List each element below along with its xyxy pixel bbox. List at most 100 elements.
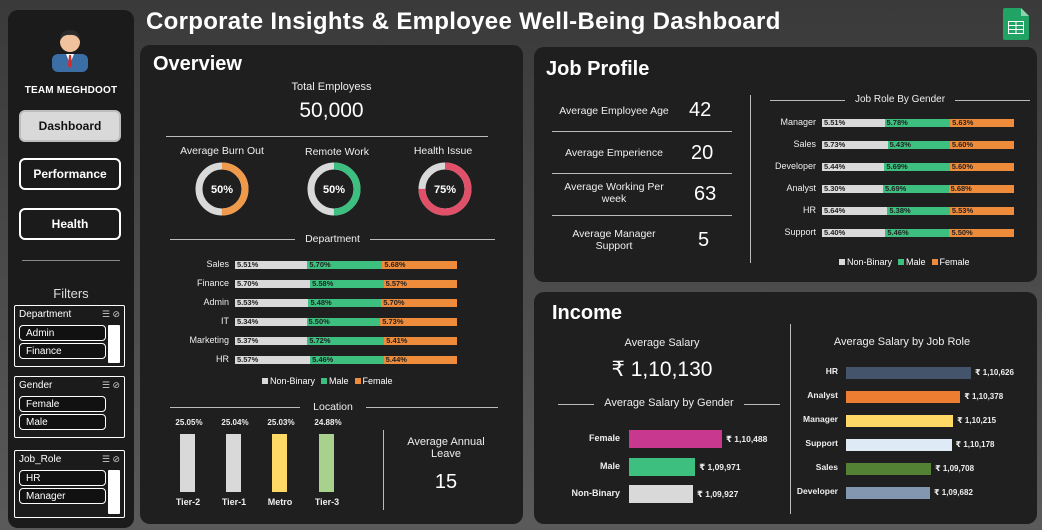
location-category-label: Tier-1 xyxy=(221,497,247,507)
role-salary-value: ₹ 1,10,178 xyxy=(955,440,995,449)
total-employees-label: Total Employess xyxy=(291,81,372,93)
chart-category-label: HR xyxy=(803,205,816,215)
slicer-item-admin[interactable]: Admin xyxy=(19,325,106,341)
legend-male: Male xyxy=(898,257,926,267)
kpi-experience-value: 20 xyxy=(691,142,714,164)
role-salary-bar xyxy=(846,439,952,451)
role-label: Analyst xyxy=(807,390,838,400)
kpi-age-label: Average Employee Age xyxy=(559,105,669,117)
slicer-item-female[interactable]: Female xyxy=(19,396,106,412)
bar-segment-non-binary: 5.40% xyxy=(822,229,886,237)
bar-segment-non-binary: 5.70% xyxy=(235,280,311,288)
job-role-slicer[interactable]: Job_Role ☰ ⊘ HR Manager xyxy=(14,450,125,518)
chart-category-label: Sales xyxy=(793,139,816,149)
google-sheets-icon[interactable] xyxy=(1003,8,1029,40)
role-label: Support xyxy=(805,438,838,448)
annual-leave-value: 15 xyxy=(434,471,458,493)
divider xyxy=(370,239,495,240)
bar-segment-female: 5.60% xyxy=(949,141,1014,149)
divider xyxy=(552,215,732,216)
slicer-scrollbar[interactable] xyxy=(108,470,120,514)
department-slicer[interactable]: Department ☰ ⊘ Admin Finance xyxy=(14,305,125,367)
nav-dashboard-button[interactable]: Dashboard xyxy=(19,110,121,142)
gender-salary-bar xyxy=(629,430,722,448)
team-avatar-icon xyxy=(52,30,88,72)
slicer-scrollbar[interactable] xyxy=(108,325,120,363)
slicer-item-manager[interactable]: Manager xyxy=(19,488,106,504)
slicer-clear-icon[interactable]: ☰ ⊘ xyxy=(101,380,120,390)
chart-category-label: Admin xyxy=(203,297,229,307)
chart-category-label: HR xyxy=(216,354,229,364)
burnout-label: Average Burn Out xyxy=(180,145,264,157)
bar-segment-male: 5.69% xyxy=(883,185,949,193)
avg-salary-value: ₹ 1,10,130 xyxy=(611,358,713,381)
slicer-clear-icon[interactable]: ☰ ⊘ xyxy=(101,309,120,319)
total-employees-value: 50,000 xyxy=(299,99,364,122)
kpi-age-value: 42 xyxy=(689,99,712,121)
job-profile-panel: Job Profile Average Employee Age 42 Aver… xyxy=(534,47,1037,282)
bar-segment-non-binary: 5.57% xyxy=(235,356,311,364)
bar-segment-female: 5.41% xyxy=(384,337,457,345)
gender-salary-value: ₹ 1,09,971 xyxy=(699,462,741,472)
bar-segment-female: 5.60% xyxy=(949,163,1014,171)
nav-health-button[interactable]: Health xyxy=(19,208,121,240)
legend-female: Female xyxy=(354,376,393,386)
filters-title: Filters xyxy=(53,286,89,301)
annual-leave-label: Average Annual Leave xyxy=(407,436,485,460)
slicer-item-hr[interactable]: HR xyxy=(19,470,106,486)
kpi-donuts: 50% 50% 75% xyxy=(195,162,472,216)
bar-segment-male: 5.50% xyxy=(306,318,381,326)
remote-work-label: Remote Work xyxy=(305,146,369,158)
bar-segment-male: 5.78% xyxy=(884,119,951,127)
slicer-clear-icon[interactable]: ☰ ⊘ xyxy=(101,454,120,464)
bar-segment-male: 5.58% xyxy=(310,280,384,288)
bar-segment-non-binary: 5.37% xyxy=(235,337,308,345)
location-value-label: 25.05% xyxy=(175,418,203,427)
role-label: Sales xyxy=(815,462,838,472)
income-panel: Income Average Salary ₹ 1,10,130 Average… xyxy=(534,292,1037,524)
role-salary-value: ₹ 1,10,378 xyxy=(964,392,1004,401)
role-salary-bar xyxy=(846,487,930,499)
bar-segment-female: 5.68% xyxy=(382,261,457,269)
bar-segment-male: 5.48% xyxy=(308,299,382,307)
slicer-item-male[interactable]: Male xyxy=(19,414,106,430)
overview-title: Overview xyxy=(153,53,242,75)
gender-salary-value: ₹ 1,10,488 xyxy=(726,434,768,444)
department-legend: Non-Binary Male Female xyxy=(262,376,393,386)
kpi-experience-label: Average Emperience xyxy=(565,147,663,159)
bar-segment-male: 5.46% xyxy=(310,356,384,364)
bar-segment-male: 5.43% xyxy=(887,141,950,149)
role-salary-bar xyxy=(846,415,954,427)
divider xyxy=(750,95,751,263)
chart-category-label: Finance xyxy=(196,278,229,288)
chart-category-label: Developer xyxy=(774,161,816,171)
donut-value: 50% xyxy=(211,184,233,196)
slicer-item-finance[interactable]: Finance xyxy=(19,343,106,359)
legend-non-binary: Non-Binary xyxy=(839,257,892,267)
team-name: TEAM MEGHDOOT xyxy=(24,85,118,96)
role-salary-bar xyxy=(846,391,961,403)
job-role-gender-title: Job Role By Gender xyxy=(854,94,946,105)
location-value-label: 24.88% xyxy=(314,418,342,428)
bar-segment-female: 5.53% xyxy=(949,207,1014,215)
location-bar xyxy=(226,434,241,492)
bar-segment-non-binary: 5.30% xyxy=(822,185,884,193)
gender-salary-bar xyxy=(629,485,693,503)
bar-segment-male: 5.70% xyxy=(307,261,383,269)
donut-value: 75% xyxy=(434,184,456,196)
nav-performance-button[interactable]: Performance xyxy=(19,158,121,190)
divider xyxy=(744,404,780,405)
role-salary-value: ₹ 1,10,626 xyxy=(975,368,1014,377)
role-salary-bar xyxy=(846,463,932,475)
bar-segment-non-binary: 5.44% xyxy=(822,163,885,171)
bar-segment-female: 5.73% xyxy=(380,318,457,326)
kpi-working-value: 63 xyxy=(694,183,717,205)
location-category-label: Metro xyxy=(267,497,293,507)
job-role-slicer-title: Job_Role xyxy=(19,454,62,465)
department-slicer-title: Department xyxy=(19,309,72,320)
role-salary-value: ₹ 1,10,215 xyxy=(957,416,997,425)
divider xyxy=(383,430,384,510)
gender-slicer[interactable]: Gender ☰ ⊘ Female Male xyxy=(14,376,125,438)
role-salary-value: ₹ 1,09,708 xyxy=(935,464,975,473)
bar-segment-female: 5.44% xyxy=(383,356,457,364)
